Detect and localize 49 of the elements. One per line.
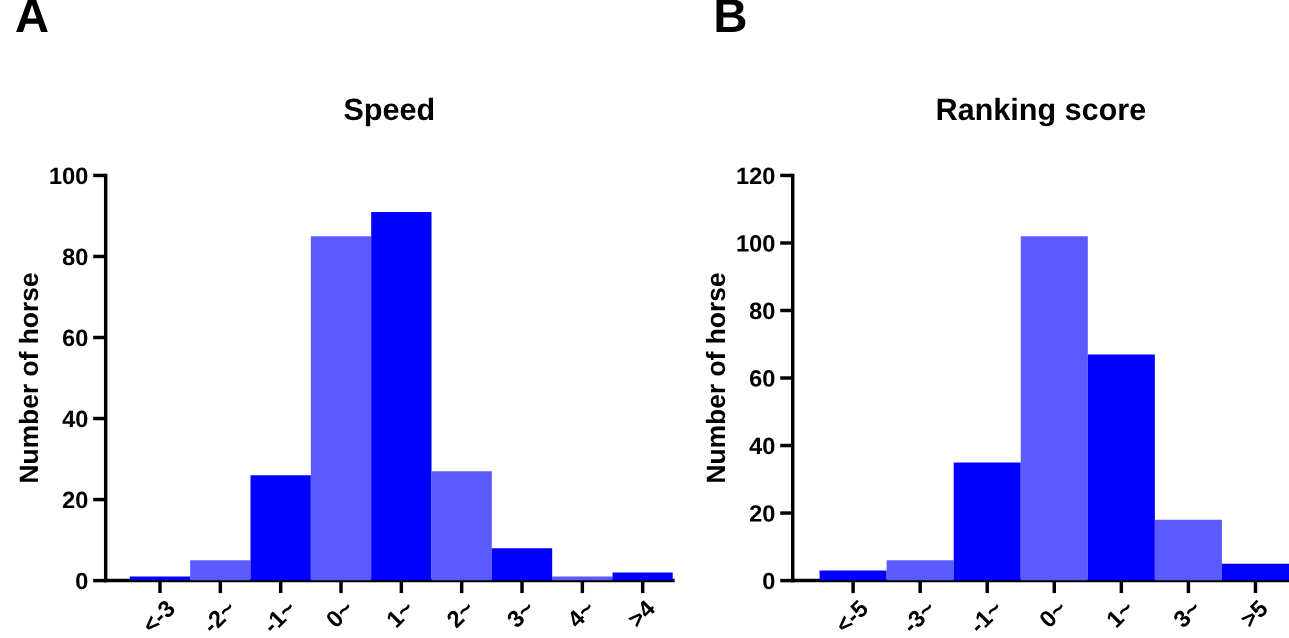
text: A — [16, 0, 48, 32]
x-tick-label: 4~ — [565, 599, 596, 629]
bar — [250, 475, 311, 581]
y-tick-label: 100 — [737, 235, 775, 252]
x-tick-label: 1~ — [385, 599, 415, 629]
y-tick-label: 0 — [76, 572, 88, 590]
x-tick-label: 0~ — [324, 599, 355, 629]
x-tick-label: -1~ — [261, 599, 297, 634]
x-tick-label: 1~ — [1105, 599, 1135, 629]
y-tick-label: 120 — [737, 167, 775, 185]
x-tick-label: >5 — [1239, 599, 1269, 629]
bar — [819, 570, 887, 581]
y-tick-label: 60 — [62, 329, 88, 347]
chart-title: Speed — [344, 97, 434, 127]
bar — [1087, 354, 1155, 581]
bar — [371, 211, 432, 581]
bar — [190, 560, 251, 581]
y-tick-label: 20 — [62, 491, 88, 509]
bar — [612, 572, 673, 581]
x-tick-label: 3~ — [1171, 599, 1202, 629]
y-tick-label: 100 — [50, 167, 88, 185]
bar — [953, 462, 1021, 581]
y-tick-label: 40 — [62, 410, 88, 428]
x-tick-label: >4 — [626, 598, 657, 629]
y-tick-label: 0 — [763, 572, 775, 590]
y-tick-label: 40 — [749, 437, 775, 455]
text: B — [716, 0, 746, 32]
bar — [431, 471, 492, 581]
x-tick-label: 3~ — [505, 599, 536, 629]
x-tick-label: <-3 — [141, 598, 177, 635]
bar — [310, 236, 372, 581]
x-tick-label: <-5 — [834, 599, 870, 635]
chart-title: Ranking score — [937, 97, 1146, 127]
bar — [491, 548, 553, 581]
x-tick-label: -2~ — [201, 599, 237, 634]
bar — [1020, 236, 1088, 581]
y-tick-label: 80 — [749, 302, 775, 320]
x-tick-label: -1~ — [968, 599, 1004, 634]
bar — [1221, 563, 1289, 581]
y-tick-label: 80 — [62, 248, 88, 266]
bar — [1154, 519, 1222, 581]
y-axis-title: Number of horse — [18, 273, 39, 482]
x-tick-label: -3~ — [901, 599, 937, 635]
y-tick-label: 60 — [749, 370, 775, 387]
x-tick-label: 2~ — [445, 599, 475, 629]
y-axis-title: Number of horse — [705, 273, 726, 482]
x-tick-label: 0~ — [1038, 599, 1068, 629]
y-tick-label: 20 — [749, 505, 775, 522]
bar — [886, 560, 954, 581]
